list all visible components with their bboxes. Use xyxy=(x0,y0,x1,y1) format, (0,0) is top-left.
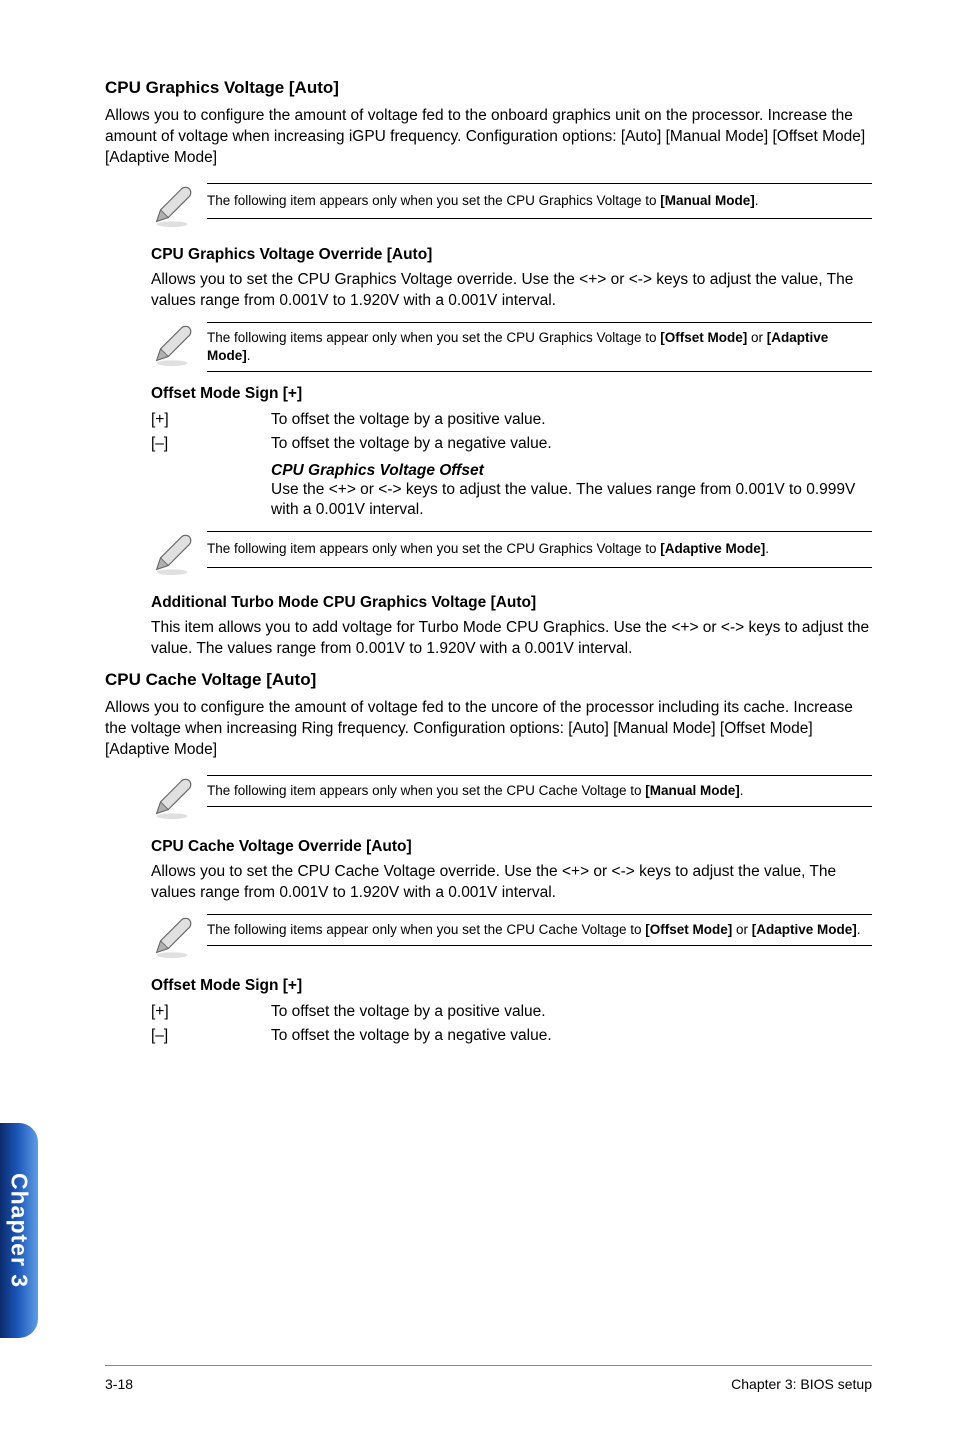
body-text: Allows you to configure the amount of vo… xyxy=(105,106,872,169)
note-text-post: . xyxy=(755,193,759,208)
note-text-bold: [Manual Mode] xyxy=(660,193,755,208)
pencil-icon xyxy=(151,531,207,582)
note-block: The following item appears only when you… xyxy=(151,183,872,234)
note-text: The following items appear only when you… xyxy=(207,322,872,372)
option-key: [+] xyxy=(151,1001,271,1023)
body-text: Allows you to set the CPU Graphics Volta… xyxy=(151,270,872,312)
note-text-mid: or xyxy=(747,330,767,345)
nested-heading: CPU Graphics Voltage Offset xyxy=(271,462,872,480)
note-text-bold: [Offset Mode] xyxy=(645,922,732,937)
subsection-heading: CPU Cache Voltage Override [Auto] xyxy=(151,838,872,856)
page-footer: 3-18 Chapter 3: BIOS setup xyxy=(105,1365,872,1392)
option-key: [+] xyxy=(151,409,271,431)
note-text: The following item appears only when you… xyxy=(207,531,872,567)
note-text-pre: The following items appear only when you… xyxy=(207,922,645,937)
subsection-heading: CPU Graphics Voltage Override [Auto] xyxy=(151,246,872,264)
page-number: 3-18 xyxy=(105,1376,133,1392)
note-text-mid: or xyxy=(732,922,752,937)
note-text-pre: The following items appear only when you… xyxy=(207,330,660,345)
nested-option: CPU Graphics Voltage Offset Use the <+> … xyxy=(271,462,872,522)
note-text-post: . xyxy=(765,541,769,556)
option-row: [–] To offset the voltage by a negative … xyxy=(151,1025,872,1047)
pencil-icon xyxy=(151,183,207,234)
note-text-bold: [Adaptive Mode] xyxy=(752,922,857,937)
option-key: [–] xyxy=(151,1025,271,1047)
note-text-post: . xyxy=(857,922,861,937)
option-row: [+] To offset the voltage by a positive … xyxy=(151,409,872,431)
subsection-heading: Offset Mode Sign [+] xyxy=(151,385,872,403)
footer-title: Chapter 3: BIOS setup xyxy=(731,1376,872,1392)
section-heading: CPU Cache Voltage [Auto] xyxy=(105,670,872,690)
option-key: [–] xyxy=(151,433,271,455)
note-text: The following item appears only when you… xyxy=(207,775,872,807)
note-text-pre: The following item appears only when you… xyxy=(207,783,645,798)
chapter-tab: Chapter 3 xyxy=(0,1123,38,1338)
chapter-tab-label: Chapter 3 xyxy=(6,1173,33,1288)
note-block: The following item appears only when you… xyxy=(151,775,872,826)
note-block: The following items appear only when you… xyxy=(151,322,872,373)
body-text: This item allows you to add voltage for … xyxy=(151,618,872,660)
option-desc: To offset the voltage by a negative valu… xyxy=(271,1025,872,1047)
pencil-icon xyxy=(151,775,207,826)
note-text-bold: [Adaptive Mode] xyxy=(660,541,765,556)
section-heading: CPU Graphics Voltage [Auto] xyxy=(105,78,872,98)
note-text-pre: The following item appears only when you… xyxy=(207,541,660,556)
note-block: The following item appears only when you… xyxy=(151,531,872,582)
note-text-bold: [Manual Mode] xyxy=(645,783,740,798)
option-desc: To offset the voltage by a positive valu… xyxy=(271,409,872,431)
pencil-icon xyxy=(151,322,207,373)
option-desc: To offset the voltage by a positive valu… xyxy=(271,1001,872,1023)
note-block: The following items appear only when you… xyxy=(151,914,872,965)
option-row: [+] To offset the voltage by a positive … xyxy=(151,1001,872,1023)
pencil-icon xyxy=(151,914,207,965)
note-text: The following item appears only when you… xyxy=(207,183,872,219)
body-text: Use the <+> or <-> keys to adjust the va… xyxy=(271,480,872,522)
body-text: Allows you to set the CPU Cache Voltage … xyxy=(151,862,872,904)
option-row: [–] To offset the voltage by a negative … xyxy=(151,433,872,455)
note-text-bold: [Offset Mode] xyxy=(660,330,747,345)
subsection-heading: Offset Mode Sign [+] xyxy=(151,977,872,995)
note-text-post: . xyxy=(247,348,251,363)
note-text: The following items appear only when you… xyxy=(207,914,872,946)
note-text-pre: The following item appears only when you… xyxy=(207,193,660,208)
note-text-post: . xyxy=(740,783,744,798)
body-text: Allows you to configure the amount of vo… xyxy=(105,698,872,761)
option-desc: To offset the voltage by a negative valu… xyxy=(271,433,872,455)
subsection-heading: Additional Turbo Mode CPU Graphics Volta… xyxy=(151,594,872,612)
